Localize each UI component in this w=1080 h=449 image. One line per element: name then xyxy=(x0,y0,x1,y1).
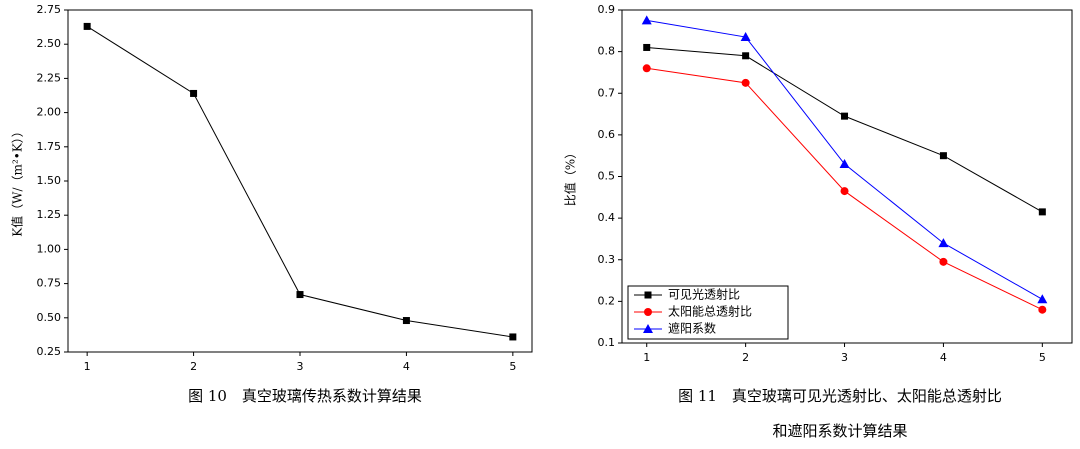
marker xyxy=(643,324,653,333)
x-tick-label: 1 xyxy=(84,360,91,373)
x-tick-label: 1 xyxy=(643,351,650,364)
marker xyxy=(740,32,751,42)
x-tick-label: 5 xyxy=(509,360,516,373)
marker xyxy=(190,89,198,97)
y-tick-label: 1.25 xyxy=(37,208,62,221)
marker xyxy=(643,43,651,51)
caption: 和遮阳系数计算结果 xyxy=(772,422,907,440)
marker xyxy=(841,112,849,120)
y-tick-label: 0.8 xyxy=(598,45,616,58)
marker xyxy=(83,22,91,30)
x-tick-label: 2 xyxy=(190,360,197,373)
y-tick-label: 2.75 xyxy=(37,3,62,16)
y-tick-label: 0.25 xyxy=(37,345,62,358)
y-tick-label: 1.00 xyxy=(37,242,62,255)
x-tick-label: 3 xyxy=(297,360,304,373)
legend-label: 可见光透射比 xyxy=(668,287,740,302)
marker xyxy=(939,152,947,160)
legend-label: 太阳能总透射比 xyxy=(668,304,752,319)
marker xyxy=(839,159,850,169)
y-tick-label: 0.6 xyxy=(598,128,616,141)
y-tick-label: 2.00 xyxy=(37,106,62,119)
x-tick-label: 4 xyxy=(940,351,947,364)
marker xyxy=(1038,208,1046,216)
marker xyxy=(1038,305,1047,314)
y-tick-label: 1.50 xyxy=(37,174,62,187)
y-tick-label: 0.1 xyxy=(598,336,616,349)
caption: 图 10 真空玻璃传热系数计算结果 xyxy=(188,387,422,405)
y-axis-label: 比值（%） xyxy=(563,147,578,206)
marker xyxy=(296,291,304,299)
y-tick-label: 0.5 xyxy=(598,170,616,183)
marker xyxy=(402,317,410,325)
marker xyxy=(938,238,949,248)
y-tick-label: 0.75 xyxy=(37,277,62,290)
y-tick-label: 0.3 xyxy=(598,253,616,266)
marker xyxy=(644,291,652,299)
y-tick-label: 2.50 xyxy=(37,37,62,50)
y-tick-label: 2.25 xyxy=(37,71,62,84)
marker xyxy=(939,257,948,266)
marker xyxy=(644,308,652,316)
x-tick-label: 4 xyxy=(403,360,410,373)
y-tick-label: 0.4 xyxy=(598,211,616,224)
y-tick-label: 0.50 xyxy=(37,311,62,324)
marker xyxy=(1037,294,1048,304)
x-tick-label: 3 xyxy=(841,351,848,364)
marker xyxy=(742,52,750,60)
marker xyxy=(641,15,652,25)
marker xyxy=(741,78,750,87)
plot-frame xyxy=(67,9,533,353)
marker xyxy=(642,64,651,73)
marker xyxy=(509,333,517,341)
y-axis-label: K值（W/（m²•K）） xyxy=(10,125,25,237)
series-line xyxy=(86,25,513,338)
x-tick-label: 2 xyxy=(742,351,749,364)
x-tick-label: 5 xyxy=(1039,351,1046,364)
legend-label: 遮阳系数 xyxy=(668,321,716,336)
caption: 图 11 真空玻璃可见光透射比、太阳能总透射比 xyxy=(678,387,1002,405)
y-tick-label: 0.9 xyxy=(598,3,616,16)
y-tick-label: 0.2 xyxy=(598,294,616,307)
y-tick-label: 0.7 xyxy=(598,86,616,99)
y-tick-label: 1.75 xyxy=(37,140,62,153)
marker xyxy=(840,187,849,196)
